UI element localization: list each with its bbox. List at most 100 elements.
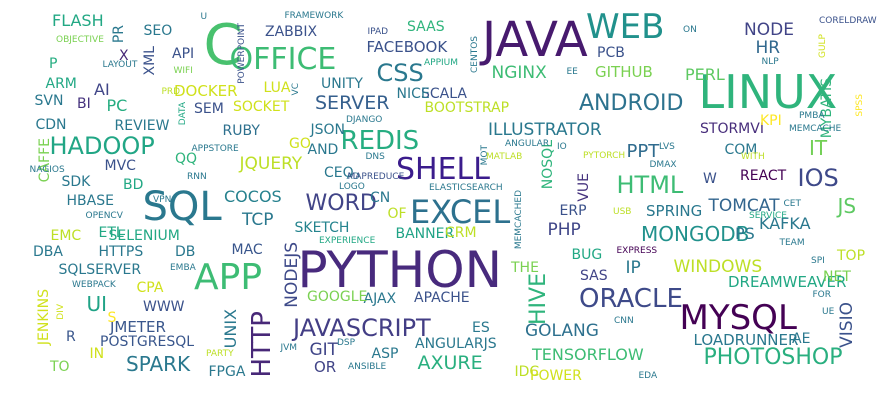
word-db: DB <box>175 244 196 260</box>
word-redis: REDIS <box>340 126 420 156</box>
word-jenkins: JENKINS <box>36 289 52 346</box>
word-of: OF <box>387 206 407 222</box>
word-caffe: CAFFE <box>37 138 53 183</box>
word-mvc: MVC <box>104 158 136 174</box>
word-wifi: WIFI <box>173 65 193 76</box>
word-elasticsearch: ELASTICSEARCH <box>429 182 503 193</box>
word-linux: LINUX <box>698 65 838 119</box>
word-tcp: TCP <box>242 209 274 230</box>
word-to: TO <box>50 359 70 375</box>
word-dns: DNS <box>365 151 385 162</box>
word-com: COM <box>724 142 758 158</box>
word-stormvi: STORMVI <box>700 121 764 137</box>
word-mapreduce: MAPREDUCE <box>347 171 405 182</box>
word-windows: WINDOWS <box>673 256 763 277</box>
word-idc: IDC <box>514 364 540 380</box>
word-illustrator: ILLUSTRATOR <box>488 119 602 140</box>
word-nlp: NLP <box>761 56 779 67</box>
word-eda: EDA <box>638 370 658 381</box>
word-emc: EMC <box>50 228 82 244</box>
word-usb: USB <box>613 206 632 217</box>
word-ad: AD <box>346 171 360 182</box>
word-it: IT <box>809 136 828 160</box>
word-for: FOR <box>812 289 832 300</box>
word-www: WWW <box>143 299 185 315</box>
word-ui: UI <box>86 292 108 316</box>
word-s: S <box>107 310 117 326</box>
word-memcache: MEMCACHE <box>789 123 842 134</box>
word-cn: CN <box>370 190 391 206</box>
word-ai: AI <box>94 80 110 99</box>
word-facebook: FACEBOOK <box>366 37 448 56</box>
word-mac: MAC <box>231 242 263 258</box>
word-flash: FLASH <box>52 11 104 30</box>
word-ceo: CEO <box>324 165 354 181</box>
word-spi: SPI <box>811 255 825 266</box>
word-cet: CET <box>783 198 801 209</box>
word-jquery: JQUERY <box>239 153 303 174</box>
word-opencv: OPENCV <box>85 210 123 221</box>
word-django: DJANGO <box>346 114 383 125</box>
word-fpga: FPGA <box>208 364 246 380</box>
word-shell: SHELL <box>396 152 490 187</box>
word-spss: SPSS <box>854 93 865 117</box>
word-node: NODE <box>744 19 794 40</box>
word-perl: PERL <box>685 65 725 84</box>
word-qq: QQ <box>175 151 198 167</box>
word-crm: CRM <box>445 225 477 241</box>
word-p: P <box>49 56 58 72</box>
word-sdk: SDK <box>61 174 91 190</box>
word-office: OFFICE <box>229 42 337 77</box>
word-appstore: APPSTORE <box>191 143 239 154</box>
word-dba: DBA <box>33 244 63 260</box>
word-git: GIT <box>309 339 339 360</box>
word-webpack: WEBPACK <box>72 279 116 290</box>
word-apache: APACHE <box>414 290 470 306</box>
word-spring: SPRING <box>646 201 703 220</box>
word-review: REVIEW <box>114 118 170 134</box>
word-docker: DOCKER <box>174 81 238 100</box>
word-bi: BI <box>77 96 91 112</box>
word-w: W <box>703 171 717 187</box>
word-mongodb: MONGODB <box>641 222 750 246</box>
word-sketch: SKETCH <box>294 220 350 236</box>
word-saas: SAAS <box>407 19 445 35</box>
word-nagios: NAGIOS <box>29 164 65 175</box>
word-java: JAVA <box>482 12 588 68</box>
word-javascript: JAVASCRIPT <box>293 314 431 342</box>
word-ps: PS <box>735 224 755 243</box>
word-jmeter: JMETER <box>110 317 166 336</box>
word-pytorch: PYTORCH <box>583 150 626 161</box>
word-kafka: KAFKA <box>759 214 811 233</box>
word-zabbix: ZABBIX <box>265 24 318 40</box>
word-oracle: ORACLE <box>579 284 683 314</box>
word-hbase: HBASE <box>66 193 114 209</box>
word-div: DIV <box>55 304 66 320</box>
word-hr: HR <box>755 37 781 58</box>
word-js: JS <box>837 194 857 218</box>
word-team: TEAM <box>779 237 805 248</box>
word-memcached: MEMCACHED <box>513 189 524 249</box>
word-cnn: CNN <box>614 315 634 326</box>
word-express: EXPRESS <box>616 245 658 256</box>
word-mysql: MYSQL <box>679 298 797 338</box>
word-net: NET <box>823 269 851 285</box>
word-php: PHP <box>547 219 581 240</box>
word-json: JSON <box>310 122 346 138</box>
word-https: HTTPS <box>98 244 144 260</box>
word-react: REACT <box>740 168 787 184</box>
word-angular: ANGULAR <box>505 138 550 149</box>
word-photoshop: PHOTOSHOP <box>703 345 843 370</box>
word-with: WITH <box>741 151 765 162</box>
word-dsp: DSP <box>337 337 356 348</box>
word-api: API <box>172 46 195 62</box>
word-word: WORD <box>305 191 377 216</box>
word-jvm: JVM <box>280 342 298 353</box>
word-pr: PR <box>111 25 127 44</box>
word-prd: PRD <box>161 86 181 97</box>
word-ee: EE <box>566 66 578 77</box>
word-ruby: RUBY <box>222 123 260 139</box>
word-hadoop: HADOOP <box>49 132 155 160</box>
word-spark: SPARK <box>126 352 191 376</box>
